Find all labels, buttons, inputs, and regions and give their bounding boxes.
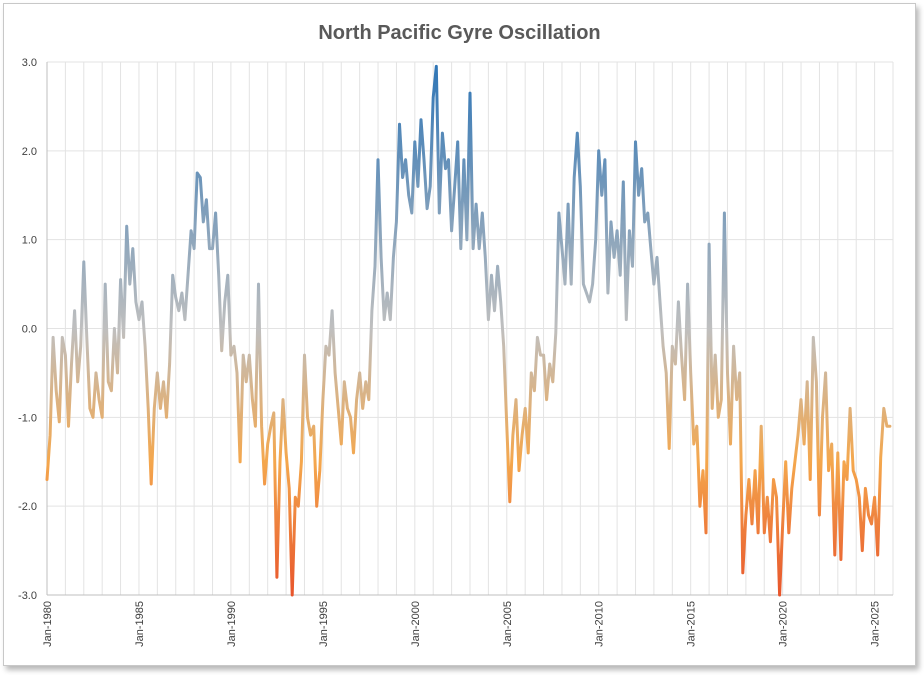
x-tick-label: Jan-1980 [42, 601, 54, 647]
y-tick-label: 1.0 [22, 235, 37, 247]
y-tick-label: -2.0 [18, 501, 37, 513]
npgo-series-line [45, 64, 892, 597]
x-tick-label: Jan-2010 [594, 601, 606, 647]
y-tick-labels: 3.0 2.0 1.0 0.0 -1.0 -2.0 -3.0 [18, 57, 37, 602]
series-line [45, 64, 892, 597]
y-tick-label: 0.0 [22, 324, 37, 336]
y-tick-label: -3.0 [18, 590, 37, 602]
axes [46, 62, 893, 596]
x-tick-label: Jan-1990 [226, 601, 238, 647]
x-tick-label: Jan-2000 [410, 601, 422, 647]
chart-title: North Pacific Gyre Oscillation [318, 22, 601, 44]
x-tick-label: Jan-2020 [778, 601, 790, 647]
x-tick-label: Jan-1985 [134, 601, 146, 647]
y-tick-label: 2.0 [22, 146, 37, 158]
x-tick-label: Jan-2025 [870, 601, 882, 647]
y-tick-label: -1.0 [18, 412, 37, 424]
x-tick-label: Jan-2015 [686, 601, 698, 647]
x-tick-labels: Jan-1980 Jan-1985 Jan-1990 Jan-1995 Jan-2000… [42, 601, 882, 647]
x-tick-label: Jan-1995 [318, 601, 330, 647]
y-tick-label: 3.0 [22, 57, 37, 69]
x-tick-label: Jan-2005 [502, 601, 514, 647]
